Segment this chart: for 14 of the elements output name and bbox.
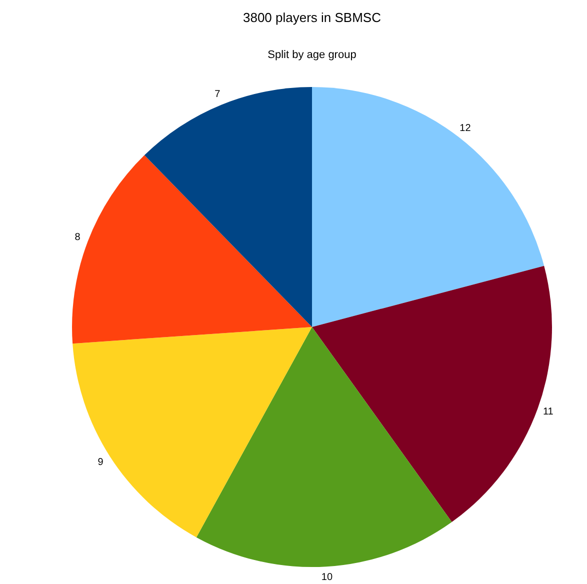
slice-label: 7 bbox=[214, 89, 221, 100]
slice-label: 9 bbox=[98, 456, 104, 468]
pie-slice bbox=[72, 155, 312, 344]
slice-label: 10 bbox=[321, 572, 333, 584]
pie-slice bbox=[312, 266, 552, 522]
pie-slice bbox=[72, 327, 312, 538]
chart-title: 3800 players in SBMSC bbox=[242, 10, 382, 25]
slice-label: 8 bbox=[74, 232, 81, 244]
chart-subtitle: Split by age group bbox=[268, 49, 356, 61]
pie-slice bbox=[144, 87, 312, 327]
pie-slice bbox=[196, 327, 452, 567]
slice-label: 12 bbox=[460, 122, 472, 134]
pie-slice bbox=[312, 87, 544, 327]
slice-label: 11 bbox=[542, 406, 554, 418]
